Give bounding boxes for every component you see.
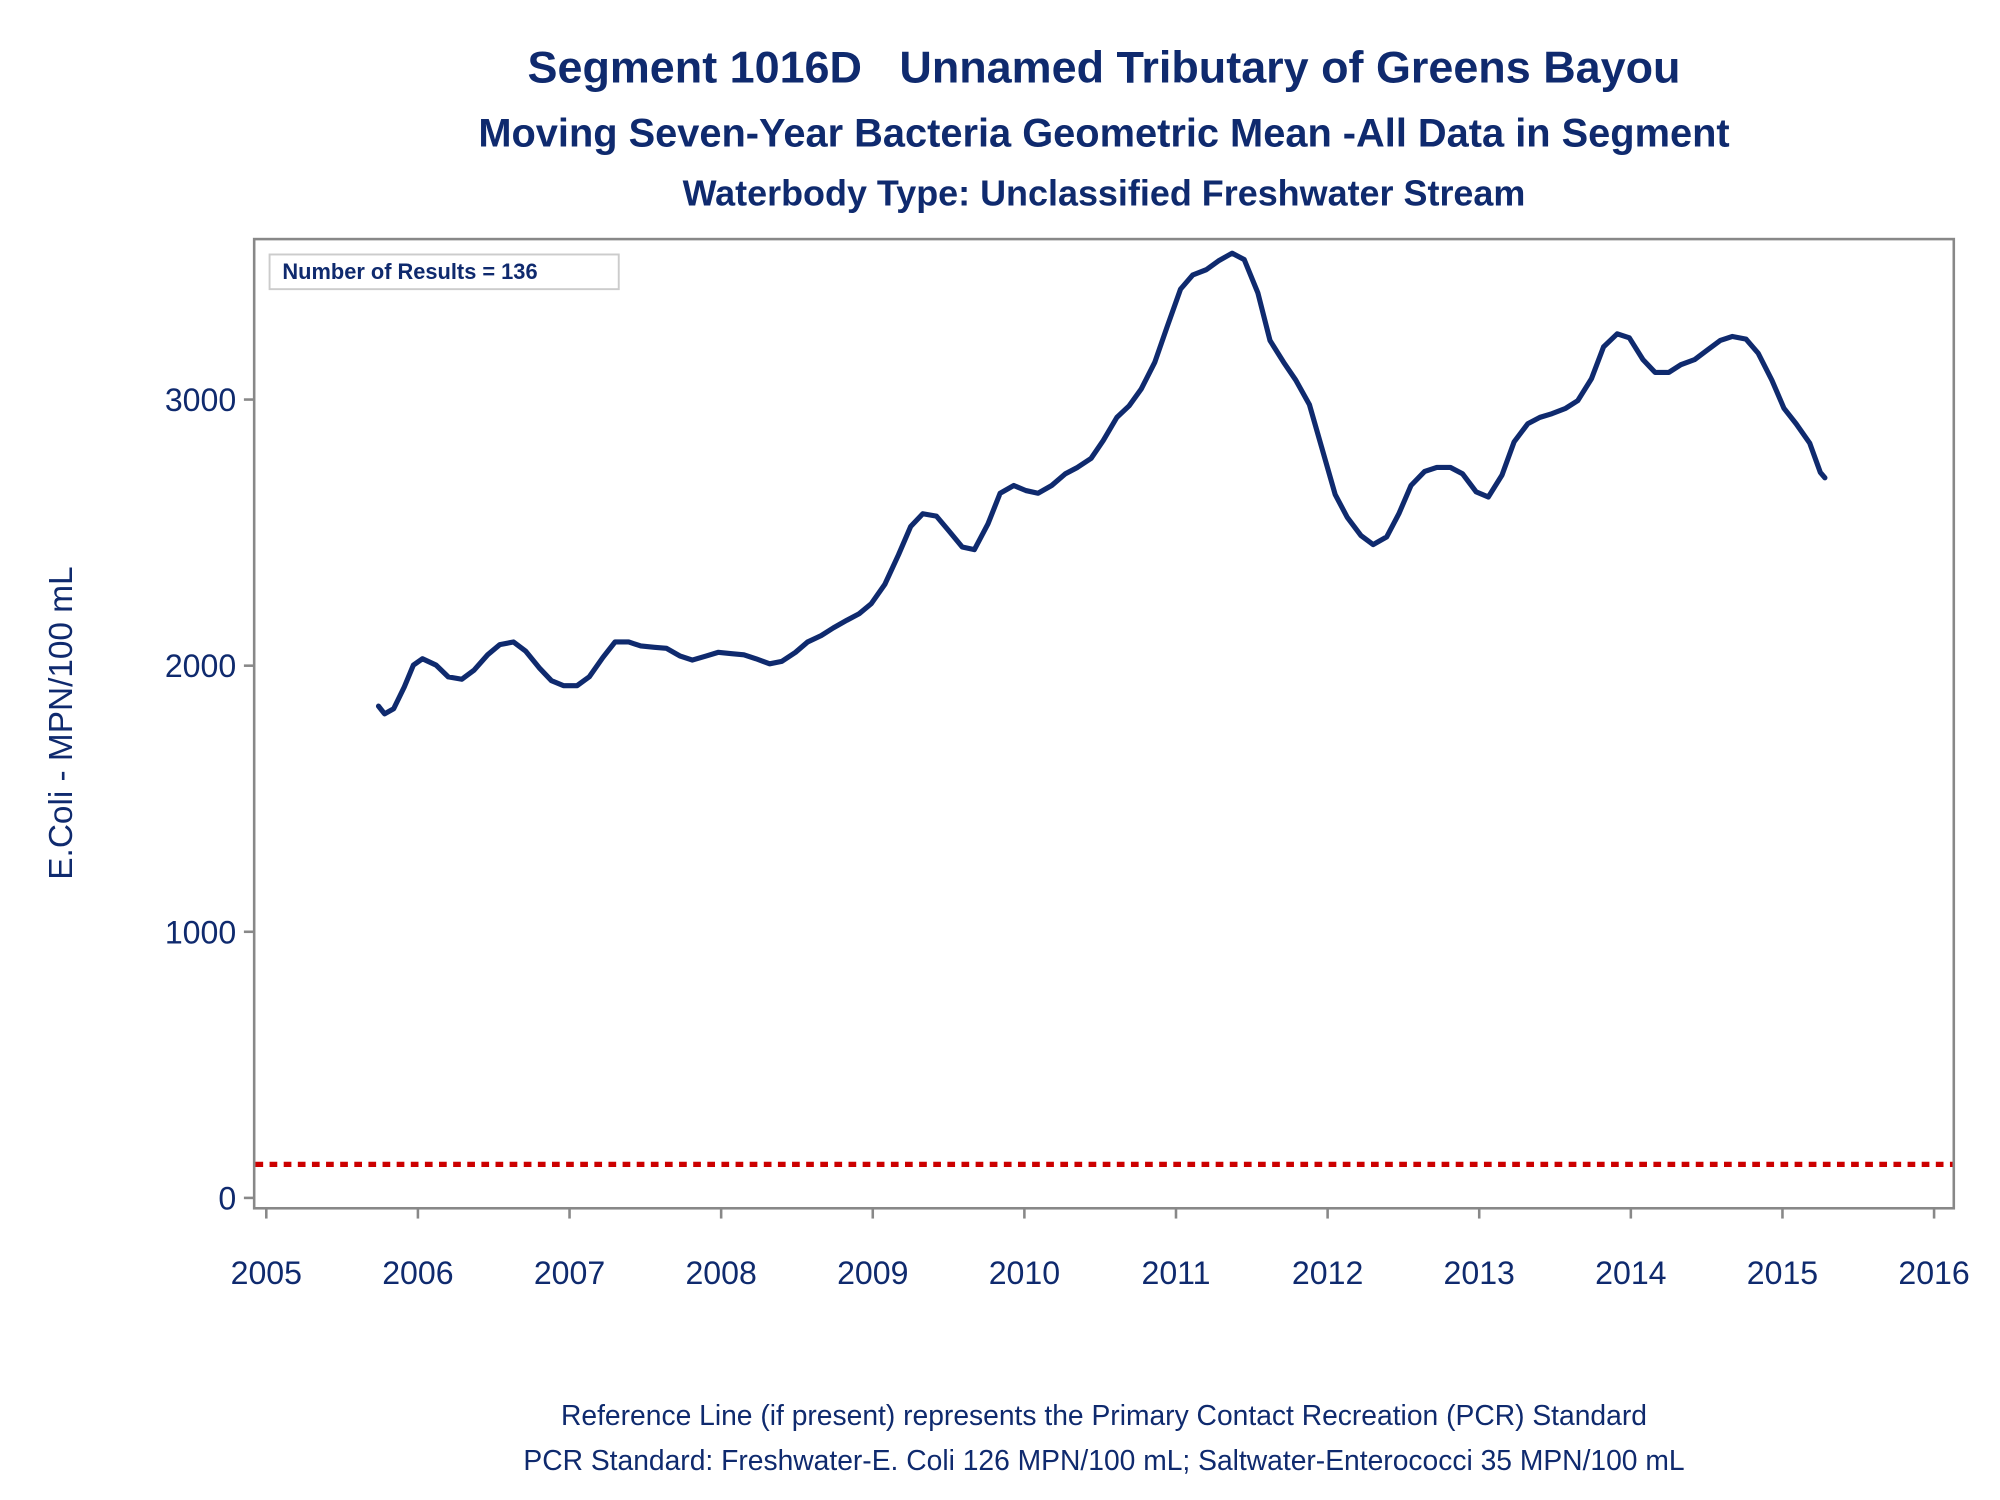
x-tick-label: 2015 [1747, 1255, 1818, 1291]
series-line [375, 250, 1828, 717]
x-tick-label: 2013 [1444, 1255, 1515, 1291]
y-axis-label: E.Coli - MPN/100 mL [43, 566, 80, 879]
x-tick-label: 2006 [382, 1255, 453, 1291]
x-tick-label: 2008 [685, 1255, 756, 1291]
y-tick-label: 0 [218, 1180, 236, 1216]
footnote: Reference Line (if present) represents t… [561, 1399, 1647, 1431]
footnote: PCR Standard: Freshwater-E. Coli 126 MPN… [523, 1444, 1684, 1476]
x-tick-label: 2012 [1292, 1255, 1363, 1291]
x-tick-label: 2016 [1898, 1255, 1969, 1291]
y-tick-label: 1000 [165, 914, 236, 950]
chart-subtitle: Moving Seven-Year Bacteria Geometric Mea… [478, 112, 1729, 156]
x-tick-label: 2007 [534, 1255, 605, 1291]
chart-subtitle: Waterbody Type: Unclassified Freshwater … [683, 173, 1526, 214]
plot-frame [252, 237, 1956, 1210]
x-tick-label: 2009 [837, 1255, 908, 1291]
y-tick-label: 3000 [165, 382, 236, 418]
x-tick-label: 2014 [1595, 1255, 1666, 1291]
chart-title: Segment 1016D Unnamed Tributary of Green… [528, 41, 1681, 92]
y-tick-label: 2000 [165, 648, 236, 684]
annotation: Number of Results = 136 [282, 259, 537, 284]
x-tick-label: 2011 [1142, 1255, 1211, 1291]
x-tick-label: 2005 [231, 1255, 302, 1291]
annotation-box [268, 253, 620, 291]
x-tick-label: 2010 [989, 1255, 1060, 1291]
